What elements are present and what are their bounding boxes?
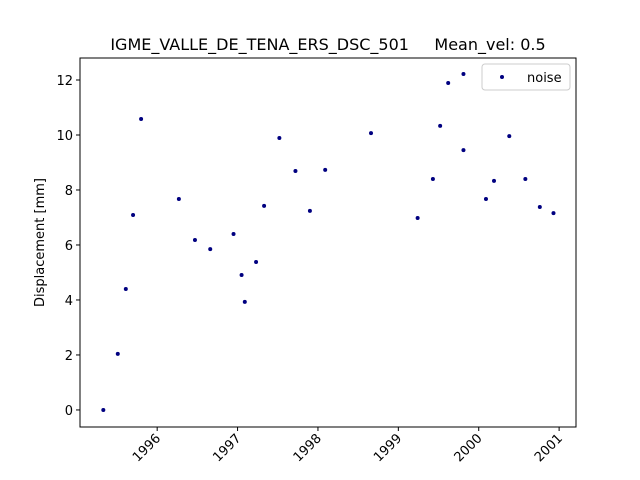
- x-tick-label: 1999: [371, 431, 405, 465]
- point: [307, 208, 312, 213]
- point: [231, 231, 236, 236]
- point: [293, 169, 298, 174]
- point: [239, 272, 244, 277]
- point: [131, 213, 136, 218]
- point: [176, 197, 181, 202]
- point: [192, 238, 197, 243]
- point: [115, 351, 120, 356]
- point: [277, 136, 282, 141]
- chart-title: IGME_VALLE_DE_TENA_ERS_DSC_501 Mean_vel:…: [110, 35, 545, 55]
- point: [139, 117, 144, 122]
- point: [415, 216, 420, 221]
- point: [369, 131, 374, 136]
- y-tick-label: 0: [65, 404, 73, 419]
- x-tick-label: 1996: [130, 431, 164, 465]
- point: [461, 148, 466, 153]
- legend-marker: [500, 75, 504, 79]
- y-tick-label: 6: [65, 239, 73, 254]
- point: [461, 71, 466, 76]
- point: [537, 205, 542, 210]
- x-tick-label: 2000: [452, 431, 486, 465]
- point: [430, 176, 435, 181]
- point: [438, 123, 443, 128]
- y-tick-label: 4: [65, 294, 73, 309]
- y-tick-label: 8: [65, 184, 73, 199]
- y-tick-label: 2: [65, 349, 73, 364]
- x-tick-label: 1998: [291, 431, 325, 465]
- y-tick-label: 10: [56, 129, 73, 144]
- point: [262, 203, 267, 208]
- y-axis-label: Displacement [mm]: [33, 178, 48, 307]
- point: [492, 178, 497, 183]
- legend-box: [481, 63, 571, 91]
- legend-label: noise: [527, 71, 562, 86]
- point: [507, 134, 512, 139]
- point: [551, 211, 556, 216]
- point: [323, 167, 328, 172]
- x-tick-label: 2001: [532, 431, 566, 465]
- point: [101, 407, 106, 412]
- x-tick-label: 1997: [210, 431, 244, 465]
- y-tick-label: 12: [56, 74, 73, 89]
- plot-frame: [79, 57, 577, 428]
- point: [483, 197, 488, 202]
- point: [242, 299, 247, 304]
- point: [446, 81, 451, 86]
- point: [208, 247, 213, 252]
- point: [254, 260, 259, 265]
- point: [523, 176, 528, 181]
- point: [123, 286, 128, 291]
